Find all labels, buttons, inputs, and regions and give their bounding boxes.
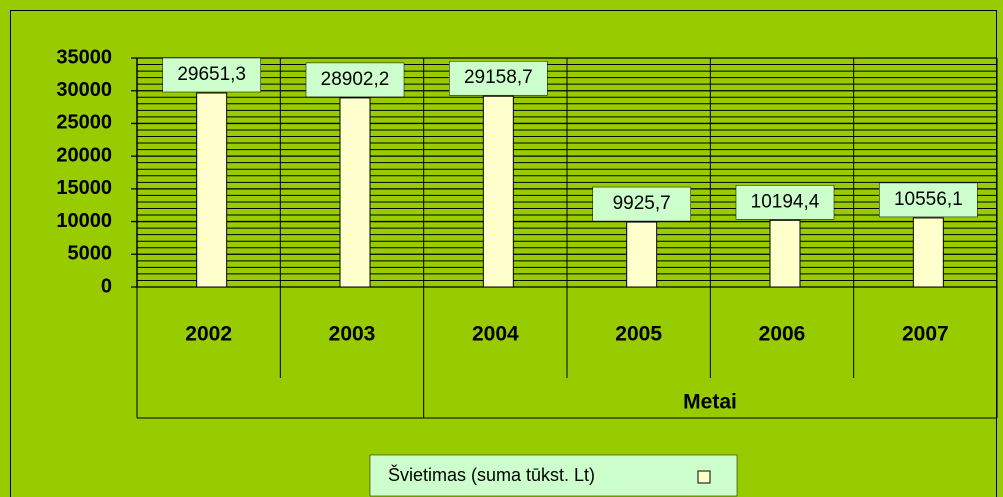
bar <box>482 95 514 288</box>
x-axis-label: Metai <box>683 391 737 414</box>
y-tick-label: 10000 <box>56 210 112 232</box>
x-tick-label: 2007 <box>902 323 949 346</box>
y-tick-label: 35000 <box>56 46 112 68</box>
x-tick-label: 2002 <box>185 323 232 346</box>
data-label: 10556,1 <box>894 189 963 210</box>
data-label-box <box>592 186 691 222</box>
y-tick-label: 0 <box>101 275 112 297</box>
data-label-box <box>162 57 261 93</box>
legend-label: Švietimas (suma tūkst. Lt) <box>388 464 595 485</box>
bar <box>196 92 228 288</box>
bar <box>339 97 371 288</box>
y-tick-label: 30000 <box>56 79 112 101</box>
bar <box>769 219 801 288</box>
y-tick-label: 5000 <box>68 243 113 265</box>
bar <box>912 217 944 288</box>
x-tick-label: 2003 <box>329 323 376 346</box>
data-label: 29651,3 <box>177 64 246 85</box>
legend-swatch <box>697 470 711 484</box>
x-tick-label: 2005 <box>615 323 662 346</box>
y-tick-label: 20000 <box>56 144 112 166</box>
y-tick-label: 25000 <box>56 112 112 134</box>
x-tick-label: 2004 <box>472 323 519 346</box>
x-tick-label: 2006 <box>759 323 806 346</box>
data-label-box <box>879 182 978 218</box>
y-tick-label: 15000 <box>56 177 112 199</box>
data-label: 28902,2 <box>321 69 390 90</box>
data-label-box <box>735 185 835 220</box>
data-label: 9925,7 <box>613 193 671 214</box>
data-label: 29158,7 <box>464 67 533 88</box>
data-label: 10194,4 <box>751 191 820 212</box>
data-label-box <box>305 62 405 98</box>
data-label-box <box>449 60 548 96</box>
bar <box>626 221 658 288</box>
legend-box <box>369 454 738 497</box>
